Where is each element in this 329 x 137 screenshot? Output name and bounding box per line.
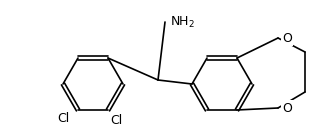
Text: O: O	[282, 102, 292, 115]
Text: Cl: Cl	[58, 112, 70, 125]
Text: O: O	[282, 32, 292, 45]
Text: NH$_2$: NH$_2$	[170, 14, 195, 30]
Text: Cl: Cl	[110, 114, 122, 127]
